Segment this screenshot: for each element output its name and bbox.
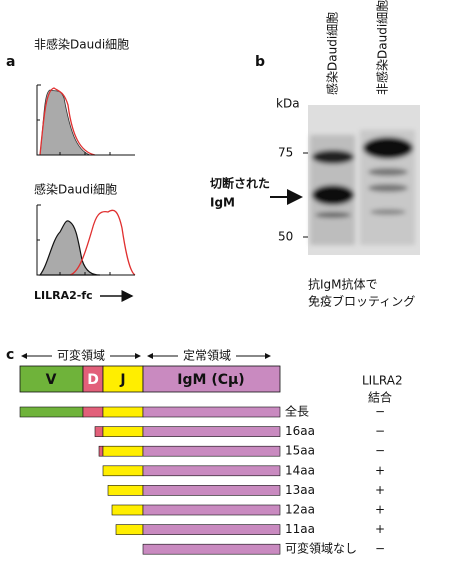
segment	[102, 445, 144, 457]
construct-label: 12aa	[285, 503, 315, 517]
segment	[102, 465, 144, 477]
segment	[102, 406, 144, 418]
construct-label: 14aa	[285, 463, 315, 477]
binding-sign: −	[375, 444, 385, 458]
region-label: 定常領域	[183, 348, 231, 363]
segment	[82, 406, 104, 418]
segment	[142, 504, 281, 516]
segment	[142, 465, 281, 477]
domain-bar	[19, 365, 281, 393]
arrow-label: 切断された	[210, 176, 270, 191]
binding-sign: +	[375, 503, 385, 517]
blot	[303, 105, 420, 255]
domain-label: IgM (Cμ)	[177, 372, 244, 388]
binding-sign: −	[375, 405, 385, 419]
segment	[107, 485, 144, 496]
axis-label: LILRA2-fc	[34, 289, 93, 302]
segment	[142, 426, 281, 437]
binding-header: LILRA2	[362, 374, 403, 388]
segment	[94, 426, 104, 437]
construct-label: 全長	[285, 404, 309, 419]
lane-label: 感染Daudi細胞	[325, 12, 340, 95]
caption: 免疫ブロッティング	[308, 294, 415, 309]
binding-sign: −	[375, 542, 385, 556]
segment	[111, 504, 144, 516]
histogram	[36, 204, 136, 276]
domain-label: J	[119, 372, 125, 388]
arrow-label: IgM	[210, 196, 235, 210]
lane-label: 非感染Daudi細胞	[375, 0, 390, 95]
panel-label: a	[6, 54, 15, 70]
segment	[142, 524, 281, 535]
unit-label: kDa	[276, 97, 300, 111]
construct-label: 11aa	[285, 522, 315, 536]
binding-sign: +	[375, 483, 385, 497]
histogram-title: 感染Daudi細胞	[34, 182, 117, 197]
segment	[142, 485, 281, 496]
segment	[102, 426, 144, 437]
binding-header: 結合	[368, 390, 392, 405]
region-label: 可変領域	[57, 348, 105, 363]
histogram	[36, 84, 135, 156]
caption: 抗IgM抗体で	[308, 277, 378, 292]
construct-label: 15aa	[285, 444, 315, 458]
histogram-title: 非感染Daudi細胞	[34, 37, 129, 52]
binding-sign: +	[375, 522, 385, 536]
domain-label: D	[87, 372, 99, 388]
segment	[142, 445, 281, 457]
binding-sign: −	[375, 424, 385, 438]
construct-rows: 全長 − 16aa − 15aa − 14aa +13aa +12aa +11aa + 可変領域なし −	[19, 404, 385, 556]
marker-label: 50	[278, 230, 293, 244]
construct-label: 16aa	[285, 424, 315, 438]
marker-label: 75	[278, 146, 293, 160]
panel-label: b	[255, 54, 265, 70]
segment	[142, 543, 281, 555]
construct-label: 13aa	[285, 483, 315, 497]
segment	[115, 524, 144, 535]
segment	[98, 445, 104, 457]
segment	[142, 406, 281, 418]
segment	[19, 406, 84, 418]
domain-label: V	[46, 372, 57, 388]
construct-label: 可変領域なし	[285, 541, 357, 556]
binding-sign: +	[375, 463, 385, 477]
panel-label: c	[6, 347, 14, 363]
